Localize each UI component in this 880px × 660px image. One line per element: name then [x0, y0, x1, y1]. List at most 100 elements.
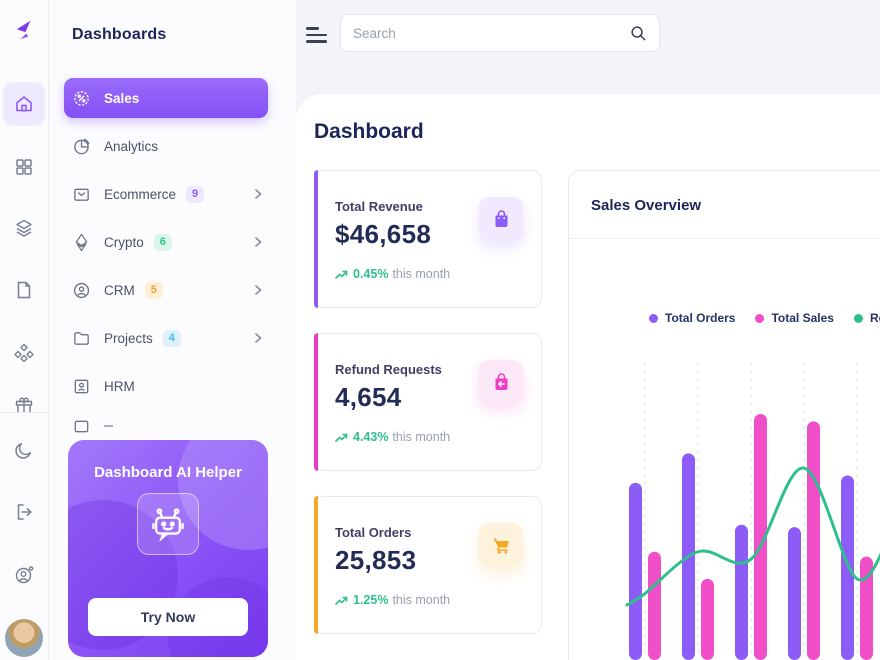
legend-label: Total Sales — [771, 311, 834, 325]
percent-seal-icon — [74, 90, 89, 106]
refund-icon-tile — [479, 360, 523, 404]
icon-rail — [0, 0, 49, 660]
chevron-right-icon — [255, 285, 262, 295]
sidebar-item-label: Ecommerce — [104, 186, 177, 202]
stat-trend: 4.43% this month — [335, 430, 450, 444]
accent-bar — [314, 333, 318, 471]
sidebar-item-label: HRM — [104, 378, 135, 394]
stat-title: Total Orders — [335, 525, 412, 540]
pattern-diamonds-icon — [14, 343, 34, 363]
topbar — [296, 0, 880, 94]
robot-icon — [152, 508, 184, 542]
rail-pattern-button[interactable] — [0, 343, 48, 363]
logout-button[interactable] — [0, 502, 48, 522]
chevron-right-icon — [255, 189, 262, 199]
sidebar-item-label: CRM — [104, 282, 135, 298]
rail-gift-button[interactable] — [0, 396, 48, 412]
sidebar-item-crypto[interactable]: Crypto 6 — [64, 222, 268, 262]
trend-percent: 4.43% — [353, 430, 389, 444]
account-settings-button[interactable] — [0, 565, 48, 585]
legend-dot-purple — [649, 313, 658, 323]
crypto-badge: 6 — [153, 233, 172, 251]
shopping-bag-check-icon — [74, 188, 89, 201]
robot-icon-tile — [137, 493, 199, 555]
trend-up-icon — [335, 433, 348, 442]
sales-overview-panel: Sales Overview Total Orders Total Sales … — [568, 170, 880, 660]
trend-period: this month — [392, 267, 451, 281]
stat-card-total-orders[interactable]: Total Orders 25,853 1.25% this month — [314, 496, 542, 634]
rail-divider — [0, 412, 48, 413]
layers-icon — [16, 219, 32, 237]
gift-icon — [15, 397, 33, 412]
search-box — [340, 14, 660, 52]
user-avatar[interactable] — [5, 619, 43, 657]
sidebar-item-label: Analytics — [104, 138, 159, 154]
legend-label: Total Orders — [665, 311, 736, 325]
panel-title: Sales Overview — [591, 197, 702, 214]
sidebar-item-hrm[interactable]: HRM — [64, 366, 268, 406]
sidebar-item-projects[interactable]: Projects 4 — [64, 318, 268, 358]
legend-total-orders[interactable]: Total Orders — [649, 311, 735, 325]
accent-bar — [314, 496, 318, 634]
stat-trend: 0.45% this month — [335, 267, 450, 281]
main-content: Dashboard Total Revenue $46,658 0.45% th… — [296, 94, 880, 660]
dark-mode-button[interactable] — [0, 440, 48, 460]
rail-document-button[interactable] — [0, 280, 48, 300]
id-card-icon — [74, 379, 89, 393]
projects-badge: 4 — [162, 329, 181, 347]
user-circle-icon — [73, 282, 90, 298]
sidebar-menu: Sales Analytics Ecommerce 9 — [64, 78, 268, 438]
sales-overview-chart[interactable] — [569, 171, 880, 660]
search-icon[interactable] — [630, 25, 647, 42]
stat-value: 25,853 — [335, 545, 417, 575]
stat-card-refund-requests[interactable]: Refund Requests 4,654 4.43% this month — [314, 333, 542, 471]
pie-chart-icon — [74, 137, 90, 154]
legend-revenue[interactable]: Revenue — [853, 311, 880, 325]
chart-legend: Total Orders Total Sales Revenue — [649, 311, 880, 325]
home-active-highlight — [3, 82, 45, 126]
rail-apps-button[interactable] — [0, 157, 48, 177]
revenue-icon-tile — [479, 197, 523, 241]
panel-header: Sales Overview — [569, 171, 880, 239]
rail-home-button[interactable] — [0, 94, 48, 114]
ecommerce-badge: 9 — [186, 185, 205, 203]
page-title: Dashboard — [314, 120, 424, 143]
legend-total-sales[interactable]: Total Sales — [755, 311, 834, 325]
shopping-bag-icon — [495, 209, 507, 227]
stat-card-total-revenue[interactable]: Total Revenue $46,658 0.45% this month — [314, 170, 542, 308]
legend-dot-pink — [755, 313, 765, 323]
ethereum-icon — [75, 233, 88, 251]
rail-layers-button[interactable] — [0, 218, 48, 238]
sidebar-item-ecommerce[interactable]: Ecommerce 9 — [64, 174, 268, 214]
sidebar-item-label: Sales — [104, 90, 140, 106]
trend-up-icon — [335, 596, 348, 605]
trend-up-icon — [335, 270, 348, 279]
trend-percent: 1.25% — [353, 593, 389, 607]
stat-trend: 1.25% this month — [335, 593, 450, 607]
menu-toggle-button[interactable] — [306, 27, 327, 44]
orders-icon-tile — [479, 523, 523, 567]
crm-badge: 5 — [144, 281, 163, 299]
cart-icon — [493, 538, 509, 554]
logout-icon — [17, 504, 32, 520]
sidebar-item-partial[interactable] — [64, 414, 268, 438]
logo-icon — [16, 20, 31, 40]
search-input[interactable] — [341, 25, 630, 41]
sidebar-item-crm[interactable]: CRM 5 — [64, 270, 268, 310]
refund-bag-icon — [495, 372, 507, 390]
stat-title: Refund Requests — [335, 362, 442, 377]
truncated-label — [104, 425, 113, 427]
try-now-button[interactable]: Try Now — [88, 598, 248, 636]
rail-scroll-area — [0, 0, 48, 412]
sidebar-item-analytics[interactable]: Analytics — [64, 126, 268, 166]
sidebar: Dashboards Sales Analytics Ecommerc — [49, 0, 296, 660]
sidebar-item-label: Crypto — [104, 234, 144, 250]
chevron-right-icon — [255, 333, 262, 343]
folder-icon — [74, 331, 89, 345]
sidebar-item-sales[interactable]: Sales — [64, 78, 268, 118]
moon-icon — [15, 443, 31, 459]
apps-grid-icon — [16, 159, 32, 175]
chevron-right-icon — [255, 237, 262, 247]
brand-logo[interactable] — [0, 20, 48, 40]
